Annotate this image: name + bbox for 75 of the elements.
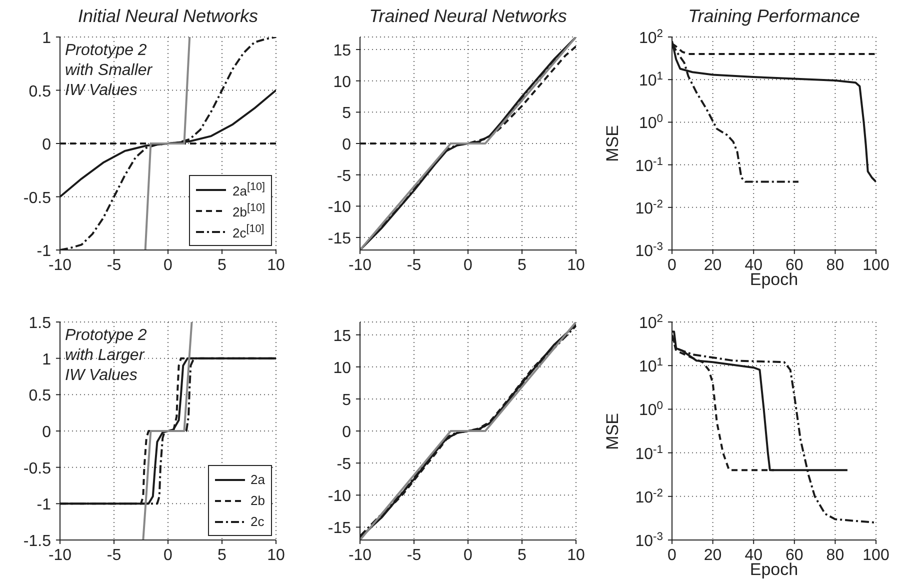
y-tick-label: 15 [333,42,352,60]
y-tick-label: 0 [42,424,52,441]
y-tick-label: 0 [342,424,352,441]
y-tick-label: 1.5 [28,315,52,332]
y-tick-label: 1 [42,30,52,47]
y-tick-label: 1 [42,351,52,368]
y-tick-label: 10$^{-3}$ [635,241,663,260]
x-tick-label: 0 [464,257,473,274]
y-tick-label: -1.5 [23,533,52,550]
y-tick-label: 10$^{-2}$ [635,487,663,506]
y-tick-label: 0 [342,136,352,154]
chart-title: Initial Neural Networks [76,6,260,27]
x-tick-label: 10 [567,547,585,564]
x-tick-label: 100 [862,547,890,564]
x-tick-label: 10 [567,257,585,274]
x-tick-label: 0 [164,547,173,564]
y-tick-label: 10$^{2}$ [638,28,663,47]
x-tick-label: 5 [218,547,227,564]
y-tick-label: 10$^{1}$ [638,70,663,90]
y-tick-label: 10$^{0}$ [638,400,663,420]
y-tick-label: 0 [42,136,52,154]
y-tick-label: -10 [328,199,352,216]
y-tick-label: 10$^{2}$ [638,313,663,332]
y-axis-title: MSE [603,412,623,450]
x-tick-label: 10 [267,257,285,274]
y-tick-label: -1 [36,243,52,260]
y-tick-label: -5 [336,168,352,185]
y-tick-label: 5 [342,392,352,409]
x-tick-label: 10 [267,547,285,564]
y-tick-label: 0.5 [28,388,52,405]
y-tick-label: 10$^{-2}$ [635,198,663,218]
x-tick-label: 20 [704,547,722,564]
y-tick-label: -15 [328,520,352,538]
legend-label: 2c [250,514,264,529]
y-tick-label: -10 [328,488,352,506]
x-tick-label: 0 [464,547,473,564]
x-tick-label: 0 [668,547,677,564]
x-tick-label: 0 [668,257,677,274]
chart-title: Training Performance [687,6,861,27]
y-tick-label: -0.5 [23,460,52,478]
x-tick-label: 0 [164,257,173,274]
y-tick-label: 5 [342,105,352,122]
x-tick-label: 5 [518,547,527,564]
x-tick-label: 5 [518,257,527,274]
annotation: Prototype 2 with Smaller IW Values [65,41,154,101]
x-tick-label: 100 [862,257,890,274]
x-tick-label: 80 [826,257,844,274]
y-tick-label: -0.5 [23,190,52,207]
y-tick-label: 10$^{0}$ [638,113,663,132]
y-tick-label: 10$^{-1}$ [635,444,663,463]
x-tick-label: -5 [406,547,422,564]
x-tick-label: -5 [106,547,122,564]
legend-label: 2b$^{[10]}$ [232,202,265,220]
x-tick-label: 80 [826,547,844,564]
y-tick-label: 10 [333,360,352,377]
legend-label: 2a [250,472,265,487]
y-tick-label: 10$^{-3}$ [635,531,663,550]
y-tick-label: 10$^{-1}$ [635,156,663,175]
y-tick-label: -15 [328,230,352,248]
y-tick-label: 10 [333,74,352,91]
legend-label: 2c$^{[10]}$ [232,222,264,240]
y-tick-label: 15 [333,328,352,345]
x-tick-label: -5 [406,257,422,274]
x-tick-label: 5 [218,257,227,274]
chart-title: Trained Neural Networks [368,6,568,27]
y-tick-label: 0.5 [28,83,52,100]
legend-label: 2b [250,493,265,508]
y-tick-label: 10$^{1}$ [638,356,663,376]
legend-label: 2a$^{[10]}$ [232,180,265,198]
x-tick-label: 20 [704,257,722,274]
x-tick-label: -5 [106,257,122,274]
y-tick-label: -5 [336,456,352,474]
y-tick-label: -1 [36,496,52,514]
annotation: Prototype 2 with Larger IW Values [65,326,148,386]
y-axis-title: MSE [603,125,623,162]
